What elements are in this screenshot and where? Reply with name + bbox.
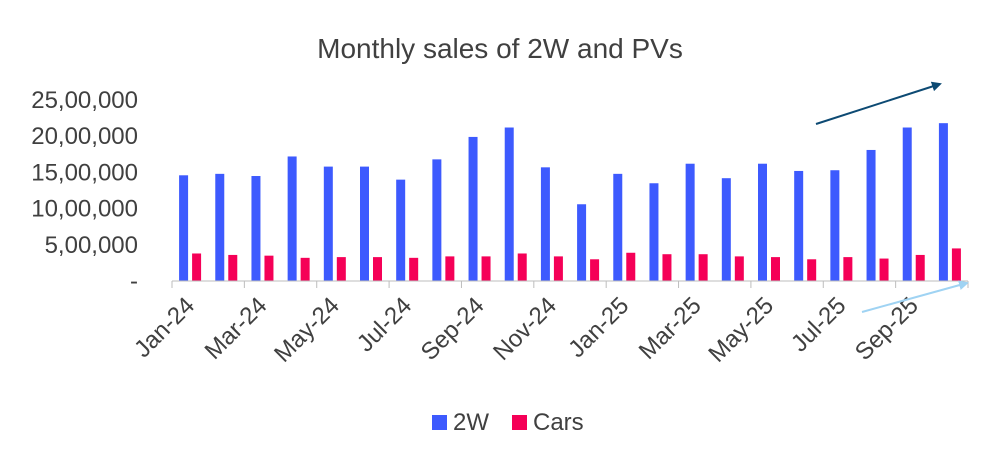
x-tick-label: Jul-24 [352, 292, 417, 357]
trend-arrow-light [861, 280, 969, 313]
bar-cars-apr-25 [734, 256, 744, 281]
bar-cars-aug-24 [445, 256, 455, 281]
bar-2w-jun-24 [360, 166, 369, 281]
bar-2w-mar-24 [251, 176, 261, 281]
bar-2w-aug-24 [432, 159, 442, 281]
bar-cars-nov-24 [553, 256, 563, 281]
bar-cars-may-25 [771, 257, 780, 281]
bar-cars-oct-24 [517, 253, 527, 281]
bar-cars-aug-25 [879, 258, 889, 281]
x-tick-label: Mar-25 [634, 292, 707, 365]
x-tick-label: Jan-24 [129, 292, 200, 363]
y-tick-label: 25,00,000 [31, 87, 138, 114]
bar-cars-jun-25 [807, 259, 817, 281]
bar-cars-sep-25 [915, 254, 925, 281]
y-tick-label: - [130, 268, 138, 295]
y-tick-label: 20,00,000 [31, 123, 138, 150]
legend: 2W Cars [432, 409, 584, 436]
bar-2w-jan-24 [179, 175, 189, 281]
bar-2w-aug-25 [866, 149, 876, 281]
bar-cars-sep-24 [481, 256, 491, 281]
y-axis-tick-labels: - 5,00,000 10,00,000 15,00,000 20,00,000 25,0… [31, 87, 138, 295]
bar-2w-sep-25 [902, 127, 912, 282]
bar-cars-mar-25 [698, 254, 708, 281]
x-tick-label: Nov-24 [488, 292, 562, 366]
bar-2w-jan-25 [613, 173, 623, 281]
bar-2w-may-24 [323, 166, 333, 281]
x-tick-label: Jul-25 [786, 292, 851, 357]
bar-2w-sep-24 [468, 136, 478, 281]
x-tick-label: Mar-24 [200, 292, 273, 365]
bar-2w-feb-25 [649, 183, 659, 281]
bar-marks [179, 123, 961, 282]
bar-2w-mar-25 [685, 163, 695, 281]
bar-2w-jul-25 [830, 170, 840, 281]
bar-cars-jun-24 [373, 257, 382, 281]
bar-cars-jan-25 [626, 252, 636, 281]
y-tick-label: 10,00,000 [31, 196, 138, 223]
bar-cars-oct-25 [951, 248, 961, 281]
y-tick-label: 15,00,000 [31, 159, 138, 186]
x-tick-label: May-25 [703, 292, 779, 368]
x-tick-label: Sep-24 [416, 292, 490, 366]
bar-2w-may-25 [758, 163, 767, 281]
bar-2w-dec-24 [577, 204, 587, 281]
bar-cars-apr-24 [300, 257, 310, 281]
legend-label-cars: Cars [533, 409, 584, 436]
bar-cars-jan-24 [192, 253, 202, 281]
bar-2w-jun-25 [794, 170, 804, 281]
bar-2w-jul-24 [396, 179, 406, 281]
chart-title: Monthly sales of 2W and PVs [317, 33, 683, 64]
legend-swatch-cars [512, 415, 527, 430]
bar-cars-jul-24 [409, 257, 419, 281]
x-tick-label: May-24 [269, 292, 345, 368]
bar-2w-apr-25 [721, 178, 731, 281]
bar-cars-mar-24 [264, 255, 274, 281]
trend-arrow-dark [815, 81, 942, 125]
bar-cars-jul-25 [843, 257, 853, 281]
bar-cars-dec-24 [590, 259, 600, 281]
legend-label-2w: 2W [453, 409, 489, 436]
x-tick-label: Sep-25 [850, 292, 924, 366]
bar-2w-nov-24 [540, 167, 550, 281]
bar-2w-oct-25 [938, 123, 948, 281]
bar-2w-feb-24 [215, 173, 225, 281]
bar-2w-apr-24 [287, 156, 297, 281]
bar-cars-may-24 [336, 257, 346, 281]
bar-cars-feb-24 [228, 254, 238, 281]
x-tick-label: Jan-25 [563, 292, 634, 363]
bar-cars-feb-25 [662, 254, 672, 281]
bar-2w-oct-24 [504, 127, 514, 282]
legend-swatch-2w [432, 415, 447, 430]
y-tick-label: 5,00,000 [45, 232, 138, 259]
